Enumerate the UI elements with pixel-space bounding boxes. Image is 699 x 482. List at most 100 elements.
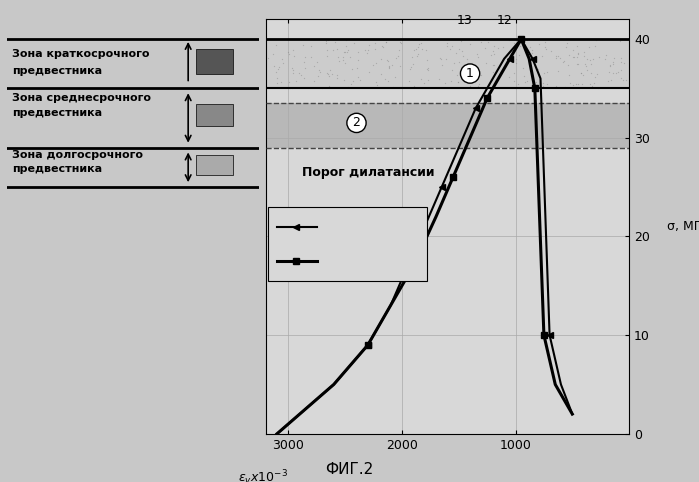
Point <box>331 45 343 53</box>
Point <box>579 48 590 55</box>
Text: Зона среднесрочного: Зона среднесрочного <box>12 93 151 103</box>
Point <box>582 55 593 63</box>
Point <box>533 40 545 47</box>
Point <box>377 43 389 51</box>
Point <box>540 38 551 45</box>
Point <box>287 46 298 54</box>
Point <box>410 45 421 53</box>
Point <box>332 53 343 61</box>
Point <box>585 60 596 68</box>
Point <box>298 41 309 49</box>
Point <box>591 70 603 78</box>
Point <box>619 59 630 67</box>
Point <box>519 79 531 86</box>
Point <box>616 58 627 66</box>
Point <box>352 56 363 64</box>
Point <box>579 53 590 60</box>
Point <box>271 68 282 76</box>
Point <box>370 79 382 86</box>
Point <box>271 41 282 49</box>
Point <box>446 66 457 74</box>
Point <box>511 43 522 51</box>
Point <box>312 73 324 80</box>
Point <box>348 78 359 85</box>
Point <box>587 55 598 63</box>
Point <box>489 42 500 50</box>
Point <box>323 82 334 90</box>
Point <box>416 75 427 83</box>
Point <box>495 61 506 68</box>
Text: предвестника: предвестника <box>12 108 102 118</box>
Point <box>520 47 531 54</box>
Point <box>296 71 307 79</box>
Point <box>559 57 570 65</box>
Point <box>511 59 522 67</box>
Point <box>379 76 390 83</box>
Point <box>422 76 433 84</box>
Point <box>331 71 343 79</box>
Point <box>454 59 465 67</box>
Point <box>485 51 496 58</box>
Point <box>589 79 600 87</box>
Point <box>539 43 550 51</box>
Point <box>533 65 544 73</box>
Point <box>287 84 298 92</box>
Point <box>420 46 431 54</box>
Text: 2: 2 <box>352 117 361 129</box>
Point <box>272 75 283 82</box>
Point <box>404 65 415 73</box>
Point <box>599 55 610 63</box>
Point <box>571 53 582 61</box>
Text: 1: 1 <box>466 67 474 80</box>
Point <box>563 52 575 59</box>
Point <box>375 70 387 78</box>
Point <box>440 55 452 63</box>
Point <box>331 74 343 82</box>
Point <box>340 42 352 50</box>
Point <box>305 42 317 50</box>
Point <box>519 72 530 80</box>
Point <box>436 61 447 69</box>
Point <box>341 48 352 56</box>
Point <box>277 59 288 67</box>
Point <box>269 62 280 69</box>
Point <box>274 63 285 70</box>
Point <box>287 69 298 77</box>
Point <box>287 67 298 74</box>
Point <box>538 80 549 87</box>
Point <box>371 81 382 89</box>
Point <box>489 61 500 68</box>
Point <box>343 83 354 91</box>
Point <box>605 76 617 83</box>
Point <box>421 66 432 73</box>
Text: предвестника: предвестника <box>12 164 102 174</box>
Point <box>324 72 335 80</box>
Point <box>387 61 398 69</box>
Point <box>617 76 628 84</box>
Point <box>324 67 336 74</box>
Point <box>460 78 471 85</box>
Point <box>521 36 533 44</box>
Point <box>359 46 370 54</box>
Point <box>487 47 498 55</box>
Point <box>299 53 310 61</box>
Point <box>352 64 363 72</box>
Point <box>308 77 319 85</box>
Point <box>298 74 310 81</box>
Point <box>409 47 420 54</box>
Text: предвестника: предвестника <box>12 66 102 76</box>
Point <box>271 79 282 87</box>
Point <box>291 77 302 85</box>
Point <box>473 54 484 61</box>
Text: Зона краткосрочного: Зона краткосрочного <box>12 49 150 59</box>
Point <box>584 56 596 64</box>
Point <box>503 73 514 80</box>
Point <box>442 39 453 47</box>
Point <box>568 46 579 54</box>
Point <box>380 39 391 46</box>
Point <box>393 46 404 54</box>
Bar <box>266 103 629 147</box>
Text: Порог дилатансии: Порог дилатансии <box>301 166 434 179</box>
Point <box>403 78 415 85</box>
Point <box>513 52 524 59</box>
